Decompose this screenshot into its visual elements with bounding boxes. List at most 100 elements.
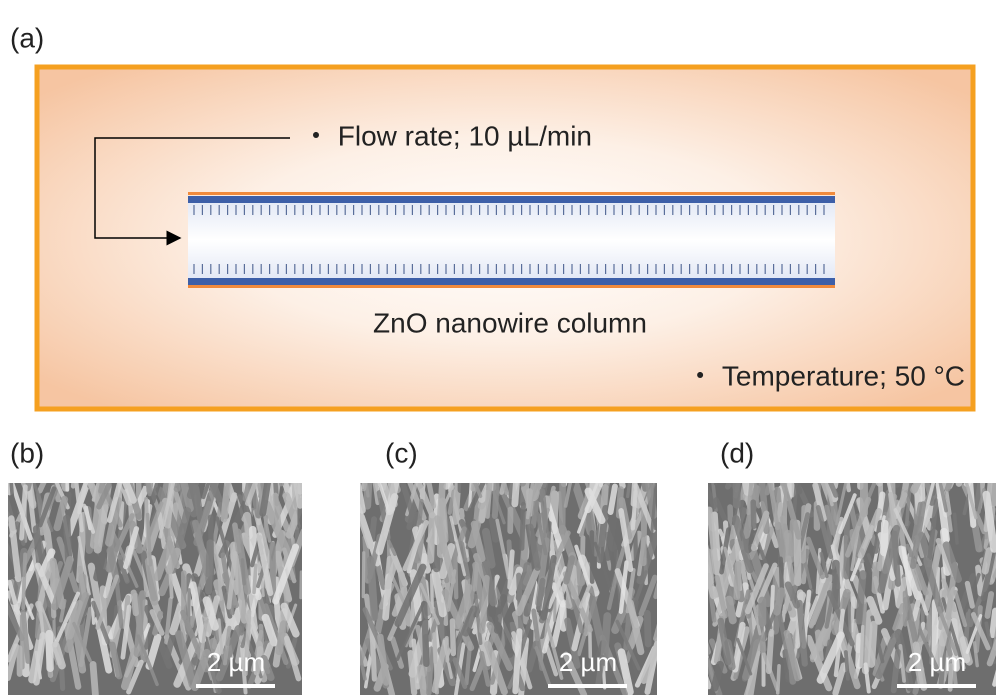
nanowire: [657, 578, 669, 616]
nanowire: [164, 431, 177, 488]
panel-label: (d): [720, 437, 754, 468]
panel-label: (a): [10, 22, 44, 53]
nanowire: [994, 469, 995, 505]
nanowire: [486, 532, 492, 565]
nanowire: [959, 445, 976, 483]
nanowire: [515, 631, 519, 691]
nanowire: [446, 438, 466, 487]
nanowire: [492, 517, 496, 539]
nanowire: [778, 666, 779, 693]
nanowire: [901, 436, 919, 486]
nanowire: [363, 449, 369, 487]
nanowire: [791, 522, 793, 555]
nanowire: [647, 613, 648, 643]
nanowire: [300, 467, 304, 491]
nanowire: [134, 593, 136, 613]
column-wall: [188, 192, 835, 195]
nanowire: [835, 424, 846, 486]
nanowire: [107, 439, 124, 487]
nanowire: [987, 594, 991, 616]
nanowire: [905, 452, 909, 488]
nanowire: [693, 452, 714, 507]
nanowire: [769, 632, 772, 671]
nanowire: [417, 461, 426, 485]
nanowire: [777, 591, 782, 612]
column-wall: [188, 196, 835, 203]
nanowire: [635, 530, 637, 581]
nanowire: [23, 554, 25, 608]
nanowire: [523, 450, 535, 483]
nanowire: [737, 564, 738, 596]
nanowire: [851, 598, 853, 630]
temperature: ・ Temperature; 50 °C: [686, 360, 965, 391]
nanowire: [871, 624, 874, 664]
nanowire: [599, 423, 601, 485]
nanowire: [296, 479, 300, 505]
nanowire: [702, 633, 708, 652]
nanowire: [948, 451, 960, 489]
column-label: ZnO nanowire column: [373, 307, 647, 338]
nanowire: [524, 451, 528, 505]
scale-bar-label: 2 µm: [207, 647, 265, 677]
nanowire: [715, 665, 721, 688]
nanowire: [149, 561, 155, 601]
nanowire: [2, 557, 8, 588]
nanowire: [562, 467, 563, 532]
nanowire: [527, 443, 542, 485]
page: (a) ・ Flow rate; 10 µL/min ZnO nanowire …: [0, 0, 996, 695]
nanowire: [824, 443, 833, 483]
nanowire: [591, 425, 616, 483]
nanowire: [36, 529, 39, 562]
nanowire: [364, 442, 372, 488]
nanowire: [753, 502, 754, 526]
nanowire: [618, 464, 623, 486]
nanowire: [80, 430, 90, 485]
nanowire: [955, 514, 957, 543]
nanowire: [482, 458, 485, 499]
nanowire: [472, 524, 477, 544]
nanowire: [473, 444, 479, 489]
nanowire: [881, 450, 891, 487]
column: [188, 192, 835, 288]
nanowire: [49, 634, 50, 669]
nanowire: [434, 634, 437, 692]
nanowire: [424, 604, 426, 664]
nanowire: [949, 431, 972, 485]
nanowire: [354, 467, 362, 510]
nanowire: [495, 475, 497, 516]
column-body: [188, 196, 835, 284]
nanowire: [510, 552, 513, 587]
nanowire: [488, 455, 493, 488]
nanowire: [729, 600, 733, 621]
nanowire: [196, 488, 201, 519]
nanowire: [455, 471, 458, 522]
nanowire: [0, 445, 10, 492]
nanowire: [891, 456, 896, 485]
nanowire: [285, 434, 290, 488]
nanowire: [861, 627, 863, 666]
nanowire: [93, 664, 95, 694]
nanowire: [260, 436, 268, 489]
nanowire: [497, 609, 499, 630]
panel-label: (b): [10, 437, 44, 468]
nanowire: [656, 581, 671, 639]
nanowire: [279, 624, 283, 652]
nanowire: [967, 428, 985, 484]
nanowire: [475, 565, 477, 590]
nanowire: [145, 459, 154, 483]
panel-label: (c): [385, 437, 418, 468]
nanowire: [254, 565, 256, 592]
nanowire: [544, 424, 559, 486]
nanowire: [452, 621, 453, 654]
nanowire: [53, 444, 65, 488]
nanowire: [818, 633, 820, 659]
nanowire: [275, 496, 278, 528]
nanowire: [515, 466, 518, 503]
nanowire: [209, 543, 211, 591]
nanowire: [859, 431, 880, 483]
nanowire: [769, 424, 773, 489]
nanowire: [985, 551, 989, 571]
nanowire: [976, 468, 978, 508]
nanowire: [846, 652, 848, 679]
nanowire: [367, 462, 369, 506]
